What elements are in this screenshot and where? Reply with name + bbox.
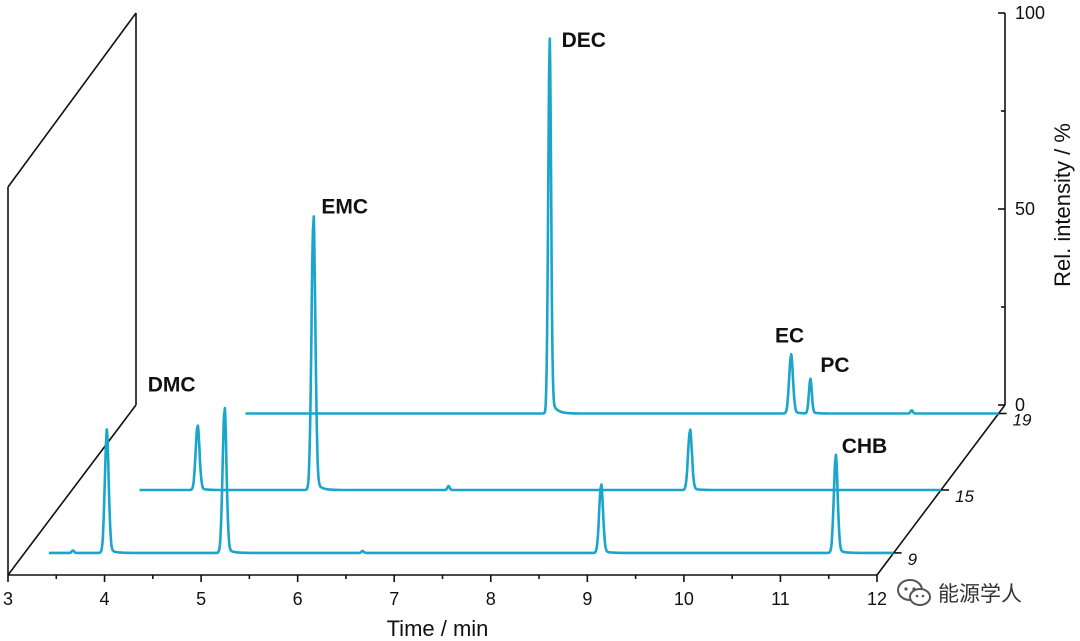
- series-line-9: [47, 406, 895, 555]
- z-axis-title: Rel. intensity / %: [1050, 123, 1075, 287]
- depth-tick-label: 9: [908, 550, 918, 569]
- x-tick-label: 9: [582, 589, 592, 609]
- depth-tick-label: 19: [1013, 411, 1032, 430]
- peak-label-pc: PC: [820, 354, 849, 377]
- x-axis-title: Time / min: [387, 616, 489, 641]
- chart-traces: [47, 37, 1000, 555]
- x-tick-label: 4: [100, 589, 110, 609]
- peak-label-emc: EMC: [321, 195, 368, 218]
- z-tick-label: 0: [1015, 395, 1025, 415]
- peak-label-ec: EC: [775, 325, 804, 348]
- x-tick-label: 7: [389, 589, 399, 609]
- chart-ticks: 3 4 5 6 7 8 9 10 11 12 0 50 100 9 15 19: [3, 3, 1045, 609]
- x-tick-label: 5: [196, 589, 206, 609]
- peak-label-dmc: DMC: [148, 373, 196, 396]
- x-tick-label: 6: [293, 589, 303, 609]
- chart-labels: Time / min Rel. intensity / % DMC EMC DEC EC P…: [148, 29, 1075, 641]
- peak-label-chb: CHB: [842, 435, 888, 458]
- depth-tick-label: 15: [955, 487, 974, 506]
- z-tick-label: 50: [1015, 199, 1035, 219]
- x-tick-label: 3: [3, 589, 13, 609]
- wechat-icon: [897, 579, 931, 606]
- watermark-text: 能源学人: [938, 582, 1022, 606]
- watermark: 能源学人: [896, 575, 1022, 611]
- peak-label-dec: DEC: [562, 29, 606, 52]
- x-tick-label: 10: [674, 589, 694, 609]
- x-tick-label: 12: [867, 589, 887, 609]
- left-floor-edge: [7, 404, 137, 576]
- series-line-19: [244, 37, 1000, 415]
- z-tick-label: 100: [1015, 3, 1045, 23]
- left-wall-top-edge: [7, 12, 137, 188]
- x-tick-label: 8: [486, 589, 496, 609]
- x-tick-label: 11: [771, 589, 790, 609]
- series-line-15: [138, 215, 942, 492]
